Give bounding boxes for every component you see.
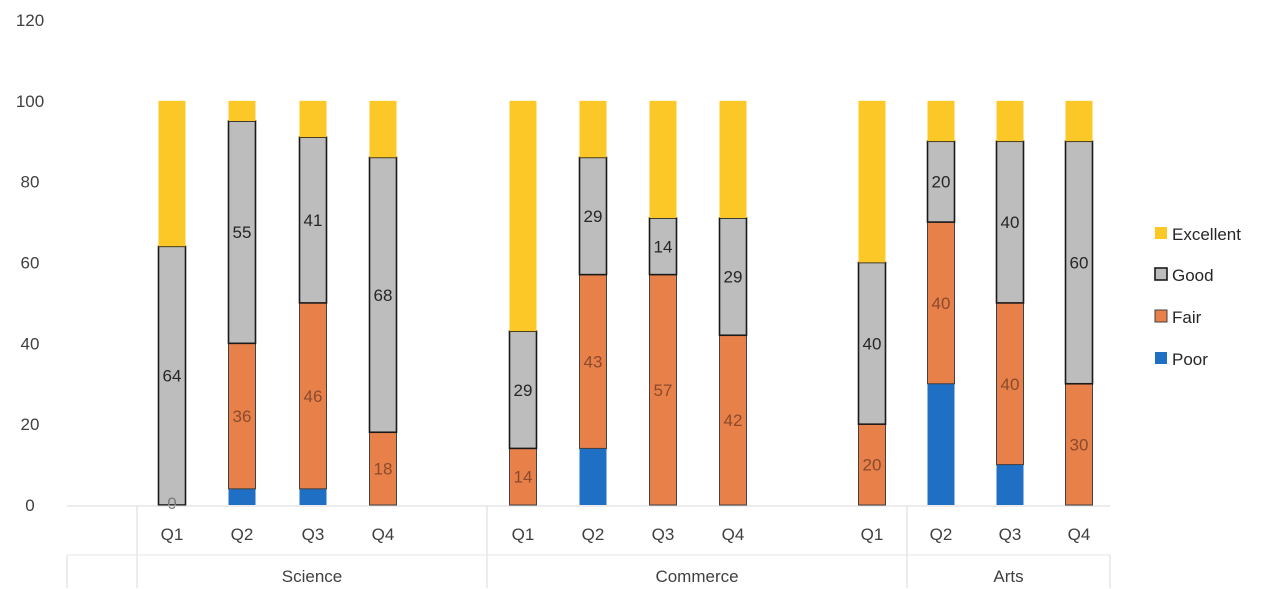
bar-segment-good: [926, 140, 956, 223]
data-label-fair: 14: [514, 468, 533, 487]
y-tick-label: 80: [21, 173, 40, 192]
bar-segment-fair: [579, 274, 607, 449]
x-axis: Q1 Q2 Q3 Q4 Science Q1 Q2 Q3 Q4 Commerce Q1 Q2 Q3 Q4 A…: [66, 505, 1111, 588]
data-label-fair: 43: [584, 353, 603, 372]
bar-segment-excellent: [649, 100, 677, 219]
data-label-good: 29: [724, 268, 743, 287]
data-label-zero: 0: [167, 494, 176, 513]
bar-segment-excellent: [927, 100, 955, 142]
legend-swatch-excellent: [1155, 227, 1167, 239]
data-label-fair: 40: [1001, 375, 1020, 394]
bar-segment-excellent: [579, 100, 607, 158]
bar-segment-excellent: [858, 100, 886, 263]
bar-segment-poor: [299, 488, 327, 505]
x-tick-label: Q4: [372, 525, 395, 544]
bar-segment-poor: [228, 488, 256, 505]
bar-segment-excellent: [509, 100, 537, 332]
x-tick-label: Q2: [582, 525, 605, 544]
bar-segment-fair: [299, 302, 327, 490]
data-label-fair: 20: [863, 456, 882, 475]
bar-segment-good: [578, 156, 608, 276]
x-tick-label: Q3: [652, 525, 675, 544]
y-tick-label: 100: [16, 92, 44, 111]
x-tick-label: Q1: [512, 525, 535, 544]
bar-segment-good: [157, 245, 187, 506]
data-label-good: 40: [1001, 213, 1020, 232]
data-label-good: 41: [304, 211, 323, 230]
data-label-fair: 30: [1070, 435, 1089, 454]
x-tick-label: Q4: [722, 525, 745, 544]
y-axis-ticks: 0 20 40 60 80 100 120: [16, 11, 44, 515]
bar-segment-excellent: [719, 100, 747, 219]
bar-segment-excellent: [1065, 100, 1093, 142]
data-label-good: 68: [374, 286, 393, 305]
y-tick-label: 0: [25, 496, 34, 515]
bar-segment-poor: [579, 448, 607, 505]
legend-swatch-fair: [1154, 309, 1168, 323]
bar-segment-good: [1064, 140, 1094, 385]
data-label-fair: 57: [654, 381, 673, 400]
data-label-fair: 40: [932, 294, 951, 313]
legend-swatch-good: [1154, 267, 1168, 281]
x-tick-label: Q1: [861, 525, 884, 544]
bar-segment-good: [368, 156, 398, 434]
data-label-fair: 36: [233, 407, 252, 426]
group-label: Arts: [993, 567, 1023, 586]
bar-segment-excellent: [996, 100, 1024, 142]
group-label: Science: [282, 567, 342, 586]
data-label-good: 60: [1070, 254, 1089, 273]
legend-label-good: Good: [1172, 266, 1214, 285]
bar-segment-fair: [369, 431, 397, 506]
x-tick-label: Q2: [231, 525, 254, 544]
legend-label-fair: Fair: [1172, 308, 1202, 327]
data-label-fair: 42: [724, 411, 743, 430]
y-tick-label: 60: [21, 254, 40, 273]
x-tick-label: Q3: [999, 525, 1022, 544]
bar-segment-excellent: [158, 100, 186, 247]
bars: 64 36 55 46 41 18 68 14 29 43 29 57 14 42 29 20 40 40 20 40…: [157, 100, 1094, 513]
bar-segment-fair: [858, 423, 886, 506]
data-label-good: 40: [863, 334, 882, 353]
bar-segment-excellent: [299, 100, 327, 138]
x-tick-label: Q4: [1068, 525, 1091, 544]
bar-segment-fair: [228, 342, 256, 490]
bar-segment-excellent: [228, 100, 256, 122]
data-label-good: 29: [514, 381, 533, 400]
data-label-good: 55: [233, 223, 252, 242]
bar-segment-good: [508, 330, 538, 450]
bar-segment-poor: [927, 383, 955, 505]
legend: Excellent Good Fair Poor: [1154, 225, 1241, 369]
y-tick-label: 120: [16, 11, 44, 30]
y-tick-label: 40: [21, 334, 40, 353]
data-label-good: 14: [654, 237, 673, 256]
data-label-good: 29: [584, 207, 603, 226]
data-label-good: 64: [163, 367, 182, 386]
x-tick-label: Q2: [930, 525, 953, 544]
legend-swatch-poor: [1155, 352, 1167, 364]
bar-segment-excellent: [369, 100, 397, 158]
x-tick-label: Q3: [302, 525, 325, 544]
data-label-fair: 46: [304, 387, 323, 406]
bar-segment-good: [718, 217, 748, 337]
bar-segment-fair: [927, 221, 955, 385]
bar-segment-poor: [996, 464, 1024, 505]
bar-segment-fair: [996, 302, 1024, 466]
y-tick-label: 20: [21, 415, 40, 434]
bar-segment-fair: [509, 447, 537, 506]
group-label: Commerce: [655, 567, 738, 586]
data-label-good: 20: [932, 173, 951, 192]
x-tick-label: Q1: [161, 525, 184, 544]
data-label-fair: 18: [374, 460, 393, 479]
bar-segment-good: [648, 217, 678, 276]
bar-segment-fair: [649, 274, 677, 506]
bar-segment-good: [298, 136, 328, 304]
bar-segment-good: [857, 261, 887, 425]
legend-label-poor: Poor: [1172, 350, 1208, 369]
legend-label-excellent: Excellent: [1172, 225, 1241, 244]
